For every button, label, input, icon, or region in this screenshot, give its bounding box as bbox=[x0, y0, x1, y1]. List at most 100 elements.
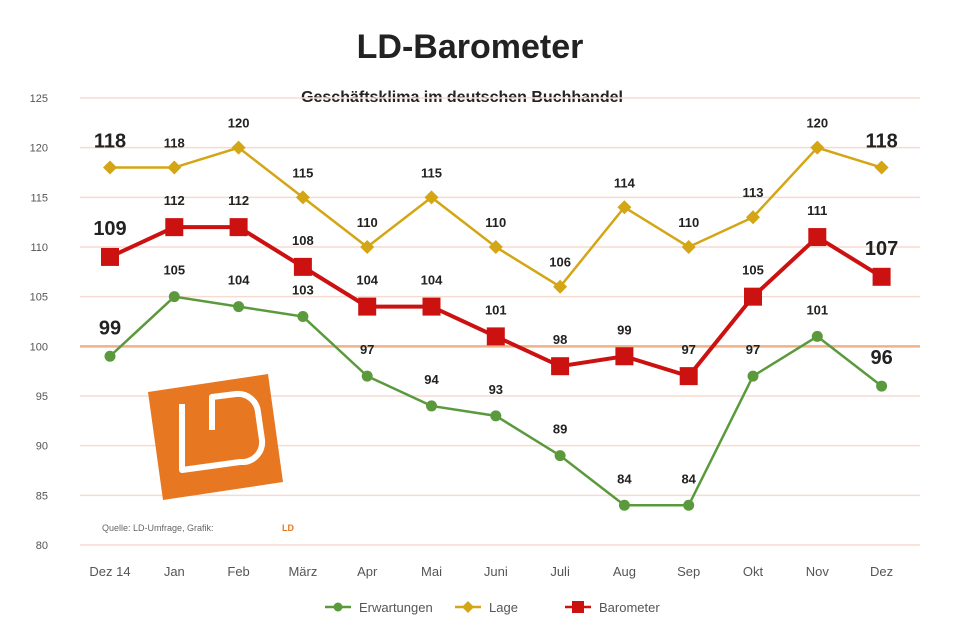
data-point bbox=[615, 347, 634, 366]
data-label: 120 bbox=[228, 116, 250, 131]
data-point bbox=[681, 240, 696, 254]
data-point bbox=[165, 218, 184, 237]
legend-label: Erwartungen bbox=[359, 600, 433, 615]
data-label: 107 bbox=[865, 238, 898, 260]
y-tick-label: 90 bbox=[36, 441, 48, 453]
x-tick-label: Nov bbox=[806, 564, 830, 579]
data-point bbox=[424, 190, 439, 205]
data-point bbox=[811, 330, 823, 342]
y-tick-label: 110 bbox=[30, 242, 48, 254]
data-point bbox=[553, 279, 568, 294]
legend: Erwartungen Lage Barometer bbox=[325, 600, 660, 615]
data-point bbox=[168, 291, 180, 303]
data-label: 105 bbox=[163, 263, 185, 278]
legend-item-erwartungen: Erwartungen bbox=[325, 600, 433, 615]
data-label: 104 bbox=[228, 273, 250, 288]
data-label: 105 bbox=[742, 263, 764, 278]
data-label: 97 bbox=[360, 342, 374, 357]
data-point bbox=[744, 287, 762, 306]
data-label: 106 bbox=[549, 255, 571, 270]
chart-title: LD-Barometer bbox=[357, 28, 584, 66]
data-label: 99 bbox=[99, 317, 121, 339]
x-tick-label: März bbox=[288, 564, 317, 579]
data-point bbox=[746, 210, 760, 225]
data-label: 103 bbox=[292, 283, 314, 298]
data-label: 99 bbox=[617, 322, 631, 337]
data-point bbox=[679, 367, 698, 386]
data-point bbox=[361, 370, 373, 382]
y-tick-label: 80 bbox=[36, 540, 48, 552]
data-point bbox=[554, 450, 566, 462]
data-point bbox=[874, 160, 889, 175]
data-label: 120 bbox=[806, 116, 828, 131]
legend-label: Lage bbox=[489, 600, 518, 615]
data-point bbox=[295, 190, 310, 205]
data-label: 96 bbox=[870, 347, 892, 369]
legend-marker bbox=[333, 602, 343, 612]
data-point bbox=[229, 218, 248, 237]
data-label: 109 bbox=[93, 218, 126, 240]
data-label: 104 bbox=[356, 273, 378, 288]
data-label: 114 bbox=[614, 175, 636, 190]
data-label: 97 bbox=[746, 342, 760, 357]
data-point bbox=[876, 380, 888, 392]
data-label: 118 bbox=[94, 131, 126, 153]
source-text: Quelle: LD-Umfrage, Grafik: bbox=[102, 523, 214, 533]
data-label: 108 bbox=[292, 233, 314, 248]
data-label: 111 bbox=[807, 203, 827, 218]
y-tick-label: 120 bbox=[30, 143, 48, 155]
data-point bbox=[618, 499, 630, 511]
y-tick-label: 85 bbox=[36, 490, 48, 502]
data-label: 110 bbox=[485, 215, 506, 230]
y-tick-label: 115 bbox=[30, 192, 48, 204]
data-point bbox=[167, 160, 182, 175]
data-label: 110 bbox=[357, 215, 378, 230]
series-barometer: 109 112 112 108 104 104 101 98 99 97 105 111 107 bbox=[93, 193, 898, 386]
data-point bbox=[551, 357, 570, 376]
legend-marker bbox=[572, 601, 584, 613]
data-label: 110 bbox=[678, 215, 699, 230]
data-label: 93 bbox=[489, 382, 503, 397]
x-tick-label: Jan bbox=[164, 564, 185, 579]
x-tick-label: Apr bbox=[357, 564, 378, 579]
data-label: 101 bbox=[485, 302, 507, 317]
series-lage: 118 118 120 115 110 115 110 106 114 110 113 120 118 bbox=[94, 116, 898, 294]
data-point bbox=[747, 370, 759, 382]
x-tick-label: Sep bbox=[677, 564, 700, 579]
x-tick-label: Okt bbox=[743, 564, 764, 579]
data-label: 89 bbox=[553, 422, 567, 437]
ld-logo bbox=[148, 374, 283, 500]
legend-item-lage: Lage bbox=[455, 600, 518, 615]
source-brand: LD bbox=[282, 523, 294, 533]
x-tick-label: Juli bbox=[550, 564, 570, 579]
data-point bbox=[358, 297, 377, 316]
data-point bbox=[486, 327, 505, 346]
data-label: 98 bbox=[553, 332, 567, 347]
data-point bbox=[426, 400, 437, 412]
data-label: 84 bbox=[617, 471, 632, 486]
data-label: 97 bbox=[681, 342, 695, 357]
data-label: 113 bbox=[743, 185, 764, 200]
data-point bbox=[360, 240, 375, 254]
data-point bbox=[808, 228, 827, 247]
data-point bbox=[810, 140, 825, 155]
data-label: 115 bbox=[292, 165, 313, 180]
data-label: 104 bbox=[421, 273, 443, 288]
data-point bbox=[233, 301, 245, 313]
data-label: 101 bbox=[806, 302, 828, 317]
data-point bbox=[488, 240, 503, 254]
data-point bbox=[293, 257, 312, 276]
x-tick-label: Juni bbox=[484, 564, 508, 579]
data-point bbox=[231, 140, 246, 155]
y-tick-label: 95 bbox=[36, 391, 48, 403]
data-point bbox=[297, 311, 309, 323]
data-point bbox=[617, 200, 632, 215]
x-tick-label: Aug bbox=[613, 564, 636, 579]
legend-marker bbox=[462, 601, 474, 613]
data-label: 118 bbox=[164, 136, 185, 151]
data-label: 118 bbox=[865, 131, 897, 153]
data-point bbox=[872, 267, 891, 286]
data-point bbox=[422, 297, 441, 316]
